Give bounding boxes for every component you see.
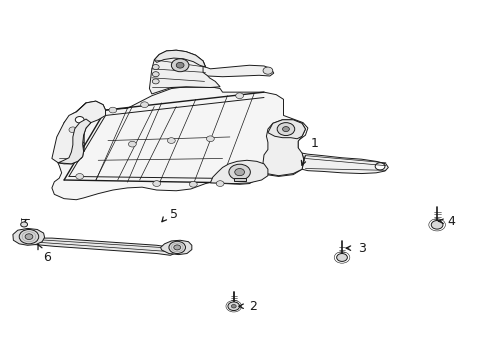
Circle shape xyxy=(152,79,159,84)
Circle shape xyxy=(168,241,185,253)
Polygon shape xyxy=(58,119,91,164)
Circle shape xyxy=(69,127,77,133)
Circle shape xyxy=(128,141,136,147)
Circle shape xyxy=(235,93,243,99)
Text: 4: 4 xyxy=(447,215,455,228)
Circle shape xyxy=(19,229,39,244)
Circle shape xyxy=(75,117,84,123)
Polygon shape xyxy=(233,178,246,181)
Circle shape xyxy=(189,181,197,187)
Circle shape xyxy=(228,164,250,180)
Text: 1: 1 xyxy=(310,136,318,149)
Circle shape xyxy=(76,174,83,179)
Polygon shape xyxy=(210,160,267,184)
Circle shape xyxy=(74,148,81,154)
Circle shape xyxy=(234,168,244,176)
Polygon shape xyxy=(203,61,273,77)
Circle shape xyxy=(25,234,33,239)
Polygon shape xyxy=(149,50,220,94)
Polygon shape xyxy=(160,240,191,255)
Text: 2: 2 xyxy=(249,300,257,313)
Circle shape xyxy=(227,302,239,311)
Circle shape xyxy=(277,123,294,135)
Polygon shape xyxy=(267,120,305,139)
Text: 6: 6 xyxy=(43,251,51,264)
Circle shape xyxy=(152,64,159,69)
Circle shape xyxy=(141,102,148,108)
Circle shape xyxy=(109,107,117,113)
Circle shape xyxy=(374,163,384,170)
Polygon shape xyxy=(263,120,305,176)
Circle shape xyxy=(153,181,160,186)
Polygon shape xyxy=(15,234,176,255)
Circle shape xyxy=(173,245,180,250)
Polygon shape xyxy=(154,50,205,67)
Circle shape xyxy=(216,181,224,186)
Polygon shape xyxy=(52,101,105,164)
Circle shape xyxy=(231,305,236,308)
Circle shape xyxy=(430,221,442,229)
Circle shape xyxy=(152,72,159,77)
Text: 3: 3 xyxy=(357,242,365,255)
Circle shape xyxy=(336,253,346,261)
Circle shape xyxy=(282,127,289,132)
Circle shape xyxy=(206,136,214,141)
Circle shape xyxy=(263,67,272,74)
Text: 5: 5 xyxy=(170,208,178,221)
Circle shape xyxy=(167,138,175,143)
Circle shape xyxy=(176,62,183,68)
Circle shape xyxy=(20,222,27,227)
Polygon shape xyxy=(52,87,307,200)
Polygon shape xyxy=(302,153,387,174)
Circle shape xyxy=(75,141,84,147)
Circle shape xyxy=(171,59,188,72)
Polygon shape xyxy=(13,228,44,245)
